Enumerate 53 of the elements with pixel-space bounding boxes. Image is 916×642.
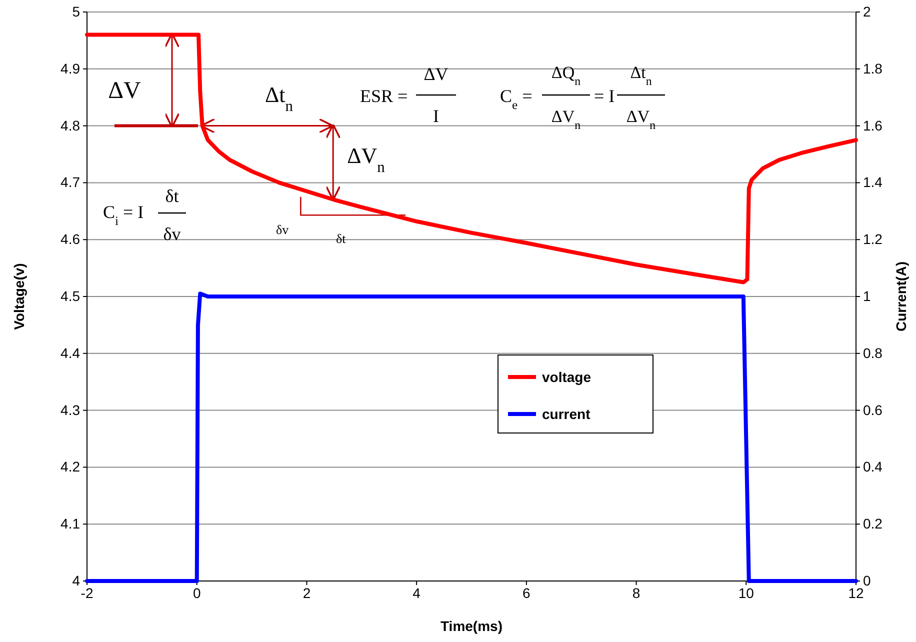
y-tick-label: 4.5 (60, 288, 80, 304)
y-tick-label: 4.6 (60, 231, 80, 248)
y-tick-label: 4.2 (60, 458, 80, 475)
x-tick-label: 12 (848, 584, 864, 601)
x-tick-label: 0 (192, 584, 201, 601)
y2-tick-label: 1.4 (863, 174, 883, 190)
y-tick-label: 4 (72, 572, 80, 588)
y2-tick-label: 0 (863, 572, 871, 588)
y-tick-label: 4.7 (60, 174, 80, 190)
annotation: I (433, 106, 439, 126)
y-tick-label: 4.8 (60, 117, 80, 134)
y2-tick-label: 0.6 (863, 402, 883, 418)
legend-label: voltage (542, 369, 592, 385)
y-tick-label: 4.3 (60, 402, 80, 418)
y2-tick-label: 0.8 (863, 344, 883, 361)
annotation: C$_{i}$ = I (103, 202, 144, 228)
annotation: δt (165, 186, 179, 206)
y2-axis-title: Current(A) (893, 262, 909, 332)
annotation: ΔV$_{n}$ (347, 142, 386, 176)
annotation: Δt$_{n}$ (265, 82, 294, 114)
y-tick-label: 4.4 (60, 344, 80, 361)
x-tick-label: 4 (412, 584, 421, 601)
annotation: ΔV$_{n}$ (551, 107, 581, 132)
annotation: ESR = (360, 86, 408, 106)
annotation: Δt$_{n}$ (630, 63, 652, 88)
x-tick-label: 6 (522, 584, 531, 601)
line-series (85, 32, 858, 284)
annotation: ΔQ$_{n}$ (551, 63, 581, 88)
y2-tick-label: 1.8 (863, 60, 883, 76)
y2-tick-label: 0.2 (863, 516, 883, 532)
x-tick-label: 2 (302, 584, 311, 601)
annotation: ΔV (424, 64, 448, 84)
y2-tick-label: 0.4 (863, 458, 883, 475)
y2-tick-label: 1.2 (863, 231, 883, 248)
x-axis-title: Time(ms) (440, 618, 502, 634)
annotation: ΔV$_{n}$ (626, 107, 656, 132)
y-tick-label: 4.9 (60, 60, 80, 76)
y2-tick-label: 1 (863, 288, 871, 304)
x-tick-label: -2 (80, 584, 94, 601)
x-tick-label: 8 (632, 584, 640, 601)
annotation: δv (163, 224, 181, 244)
annotation: = I (594, 86, 615, 106)
x-tick-label: 10 (738, 584, 754, 601)
y2-tick-label: 2 (863, 3, 871, 20)
annotation: ΔV (108, 78, 142, 104)
annotation: δv (276, 222, 290, 237)
y2-tick-label: 1.6 (863, 117, 883, 134)
y-tick-label: 4.1 (60, 516, 80, 532)
annotation: δt (336, 231, 346, 246)
annotation: C$_{e}$ = (500, 86, 532, 112)
y-tick-label: 5 (72, 3, 80, 20)
y-axis-title: Voltage(v) (11, 263, 27, 330)
legend-label: current (542, 406, 591, 422)
